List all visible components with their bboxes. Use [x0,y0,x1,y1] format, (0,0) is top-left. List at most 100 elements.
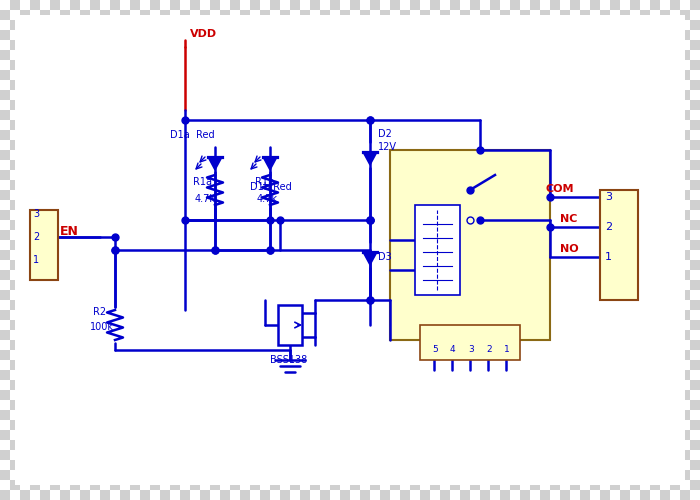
Bar [600,10,610,20]
Bar [620,0,630,10]
Bar [320,0,330,10]
Bar [190,10,200,20]
Bar [470,10,480,20]
Bar [500,480,510,490]
Text: 4: 4 [450,345,456,354]
Bar [10,180,20,190]
Bar [240,0,250,10]
Bar [10,210,20,220]
Bar [10,110,20,120]
Bar [10,350,20,360]
Bar [680,120,690,130]
Bar [140,10,150,20]
Bar [340,490,350,500]
Bar [10,120,20,130]
Bar [660,490,670,500]
Bar [0,440,10,450]
Bar [670,490,680,500]
Bar [680,490,690,500]
Bar [270,0,280,10]
Bar [220,10,230,20]
Bar [370,10,380,20]
Bar [480,480,490,490]
Bar [680,230,690,240]
Bar [0,430,10,440]
Bar [170,490,180,500]
Bar [420,480,430,490]
Bar [90,0,100,10]
Bar [440,10,450,20]
Bar [680,220,690,230]
Bar [0,360,10,370]
Bar [230,10,240,20]
Bar [690,140,700,150]
Bar [680,80,690,90]
Bar [680,330,690,340]
Bar [0,240,10,250]
Bar [570,0,580,10]
Bar [540,0,550,10]
Bar [680,110,690,120]
Bar [330,0,340,10]
Bar [580,480,590,490]
Bar [410,490,420,500]
Bar [690,270,700,280]
Bar [278,305,302,345]
Bar [680,70,690,80]
Bar [680,160,690,170]
Bar [160,490,170,500]
Bar [690,450,700,460]
Bar [10,430,20,440]
Bar [30,10,40,20]
Polygon shape [363,152,377,165]
Text: 3: 3 [468,345,474,354]
Bar [130,480,140,490]
Bar [580,10,590,20]
Bar [10,140,20,150]
Bar [690,290,700,300]
Bar [570,480,580,490]
Bar [220,480,230,490]
Bar [150,0,160,10]
Bar [590,480,600,490]
Bar [400,0,410,10]
Bar [680,270,690,280]
Bar [320,10,330,20]
Bar [690,30,700,40]
Bar [690,490,700,500]
Bar [610,490,620,500]
Text: 1: 1 [504,345,510,354]
Bar [590,0,600,10]
Bar [70,10,80,20]
Bar [690,430,700,440]
Bar [690,310,700,320]
Bar [540,480,550,490]
Bar [0,390,10,400]
Bar [690,110,700,120]
Bar [10,70,20,80]
Bar [600,490,610,500]
Bar [10,100,20,110]
Bar [690,240,700,250]
Bar [240,480,250,490]
Bar [550,10,560,20]
Bar [200,480,210,490]
Bar [430,10,440,20]
Bar [0,30,10,40]
Bar [10,200,20,210]
Bar [0,320,10,330]
Bar [510,490,520,500]
Bar [520,490,530,500]
Bar [450,480,460,490]
Bar [10,170,20,180]
Bar [10,220,20,230]
Bar [390,490,400,500]
Bar [690,220,700,230]
Bar [320,480,330,490]
Text: 3: 3 [33,209,39,219]
Bar [570,490,580,500]
Bar [0,380,10,390]
Bar [330,10,340,20]
Bar [680,470,690,480]
Bar [350,490,360,500]
